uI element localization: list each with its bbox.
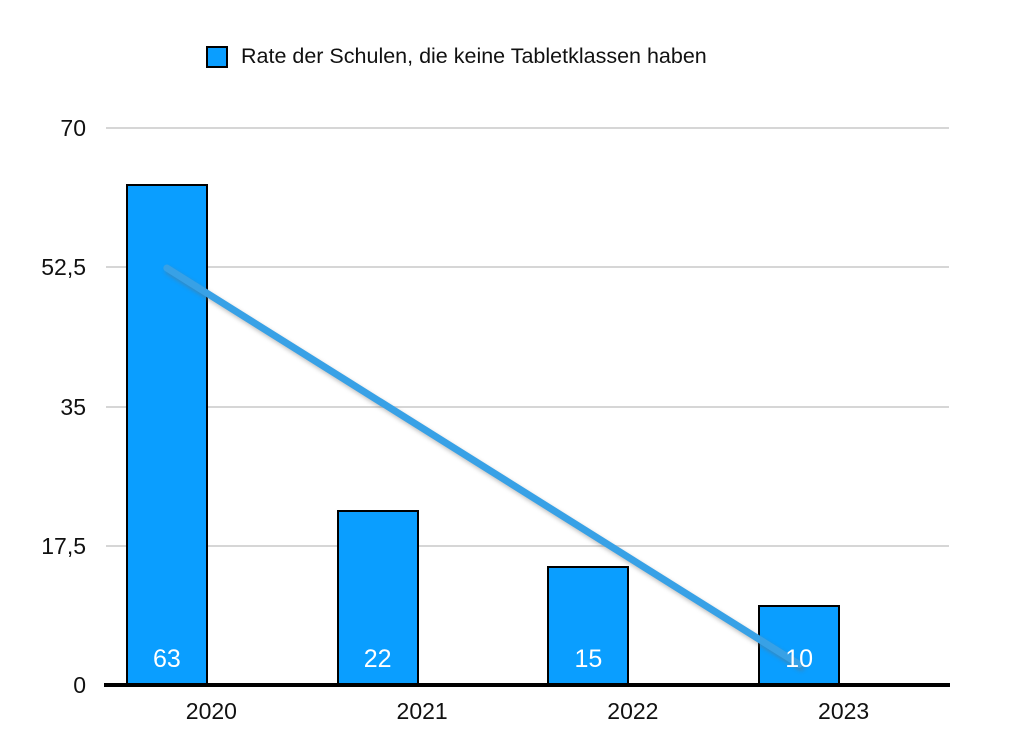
gridline [106,405,949,408]
bar-value-label: 10 [785,645,814,673]
y-axis-tick-label: 17,5 [41,532,86,559]
y-axis-tick-label: 70 [60,115,86,141]
gridline [106,544,949,547]
bar-value-label: 15 [574,645,603,673]
x-axis-tick-label: 2022 [607,698,659,724]
y-axis-tick-label: 52,5 [41,254,86,281]
gridline [106,127,949,129]
bar [125,183,208,685]
gridline [106,266,949,269]
legend: Rate der Schulen, die keine Tabletklasse… [206,44,707,69]
y-axis-tick-label: 0 [73,672,86,698]
legend-label: Rate der Schulen, die keine Tabletklasse… [241,44,707,68]
y-axis-tick-label: 35 [60,393,86,420]
bar-value-label: 22 [363,645,392,673]
x-axis-tick-label: 2021 [396,698,448,724]
x-axis-line [104,683,950,687]
bar-value-label: 63 [152,645,181,673]
x-axis-tick-label: 2020 [185,698,237,724]
x-axis-tick-label: 2023 [818,698,870,724]
legend-swatch-icon [206,45,228,68]
